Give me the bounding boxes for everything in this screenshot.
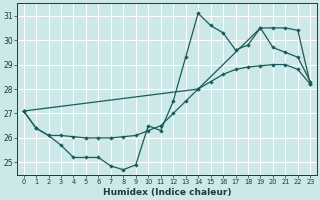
X-axis label: Humidex (Indice chaleur): Humidex (Indice chaleur) xyxy=(103,188,231,197)
